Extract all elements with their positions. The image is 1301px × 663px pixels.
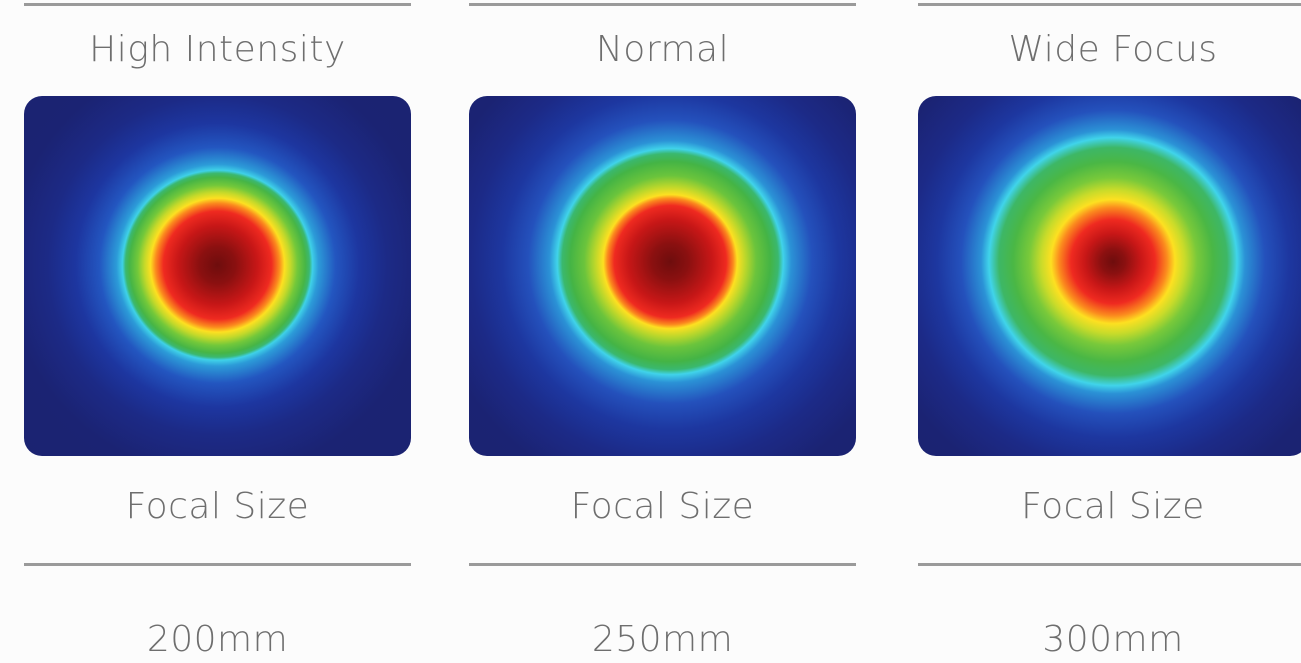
intensity-heatmap-image [469,96,856,456]
mode-title: High Intensity [89,29,346,70]
top-divider [918,3,1301,6]
middle-divider [24,563,411,566]
intensity-heatmap-image [24,96,411,456]
focal-size-label: Focal Size [1021,486,1205,527]
focal-column-normal: Normal Focal Size 250mm [469,0,856,663]
focal-column-wide-focus: Wide Focus Focal Size 300mm [918,0,1301,663]
focal-size-label: Focal Size [570,486,755,527]
top-divider [469,3,856,6]
middle-divider [918,563,1301,566]
focal-size-value: 250mm [591,619,734,660]
focal-column-high-intensity: High Intensity Focal Size 200mm [24,0,411,663]
intensity-heatmap-image [918,96,1301,456]
mode-title: Wide Focus [1008,29,1218,70]
middle-divider [469,563,856,566]
focal-size-label: Focal Size [125,486,310,527]
top-divider [24,3,411,6]
mode-title: Normal [595,29,730,70]
focal-size-value: 300mm [1042,619,1184,660]
focal-size-value: 200mm [146,619,289,660]
